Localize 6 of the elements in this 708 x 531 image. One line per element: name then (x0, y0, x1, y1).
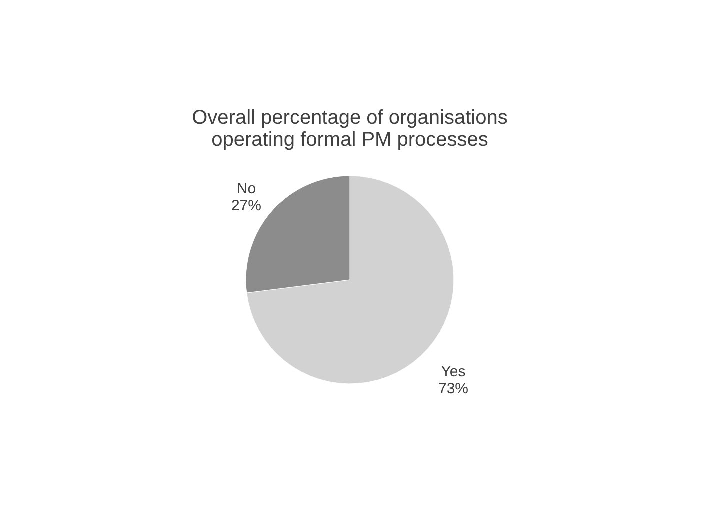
text: Overall percentage of organisations (192, 107, 508, 129)
slice-label: No (236, 180, 256, 198)
data-label: 27% (231, 198, 262, 215)
text: operating formal PM processes (212, 129, 488, 151)
slice-label: Yes (441, 363, 466, 380)
data-label: 73% (438, 380, 469, 398)
